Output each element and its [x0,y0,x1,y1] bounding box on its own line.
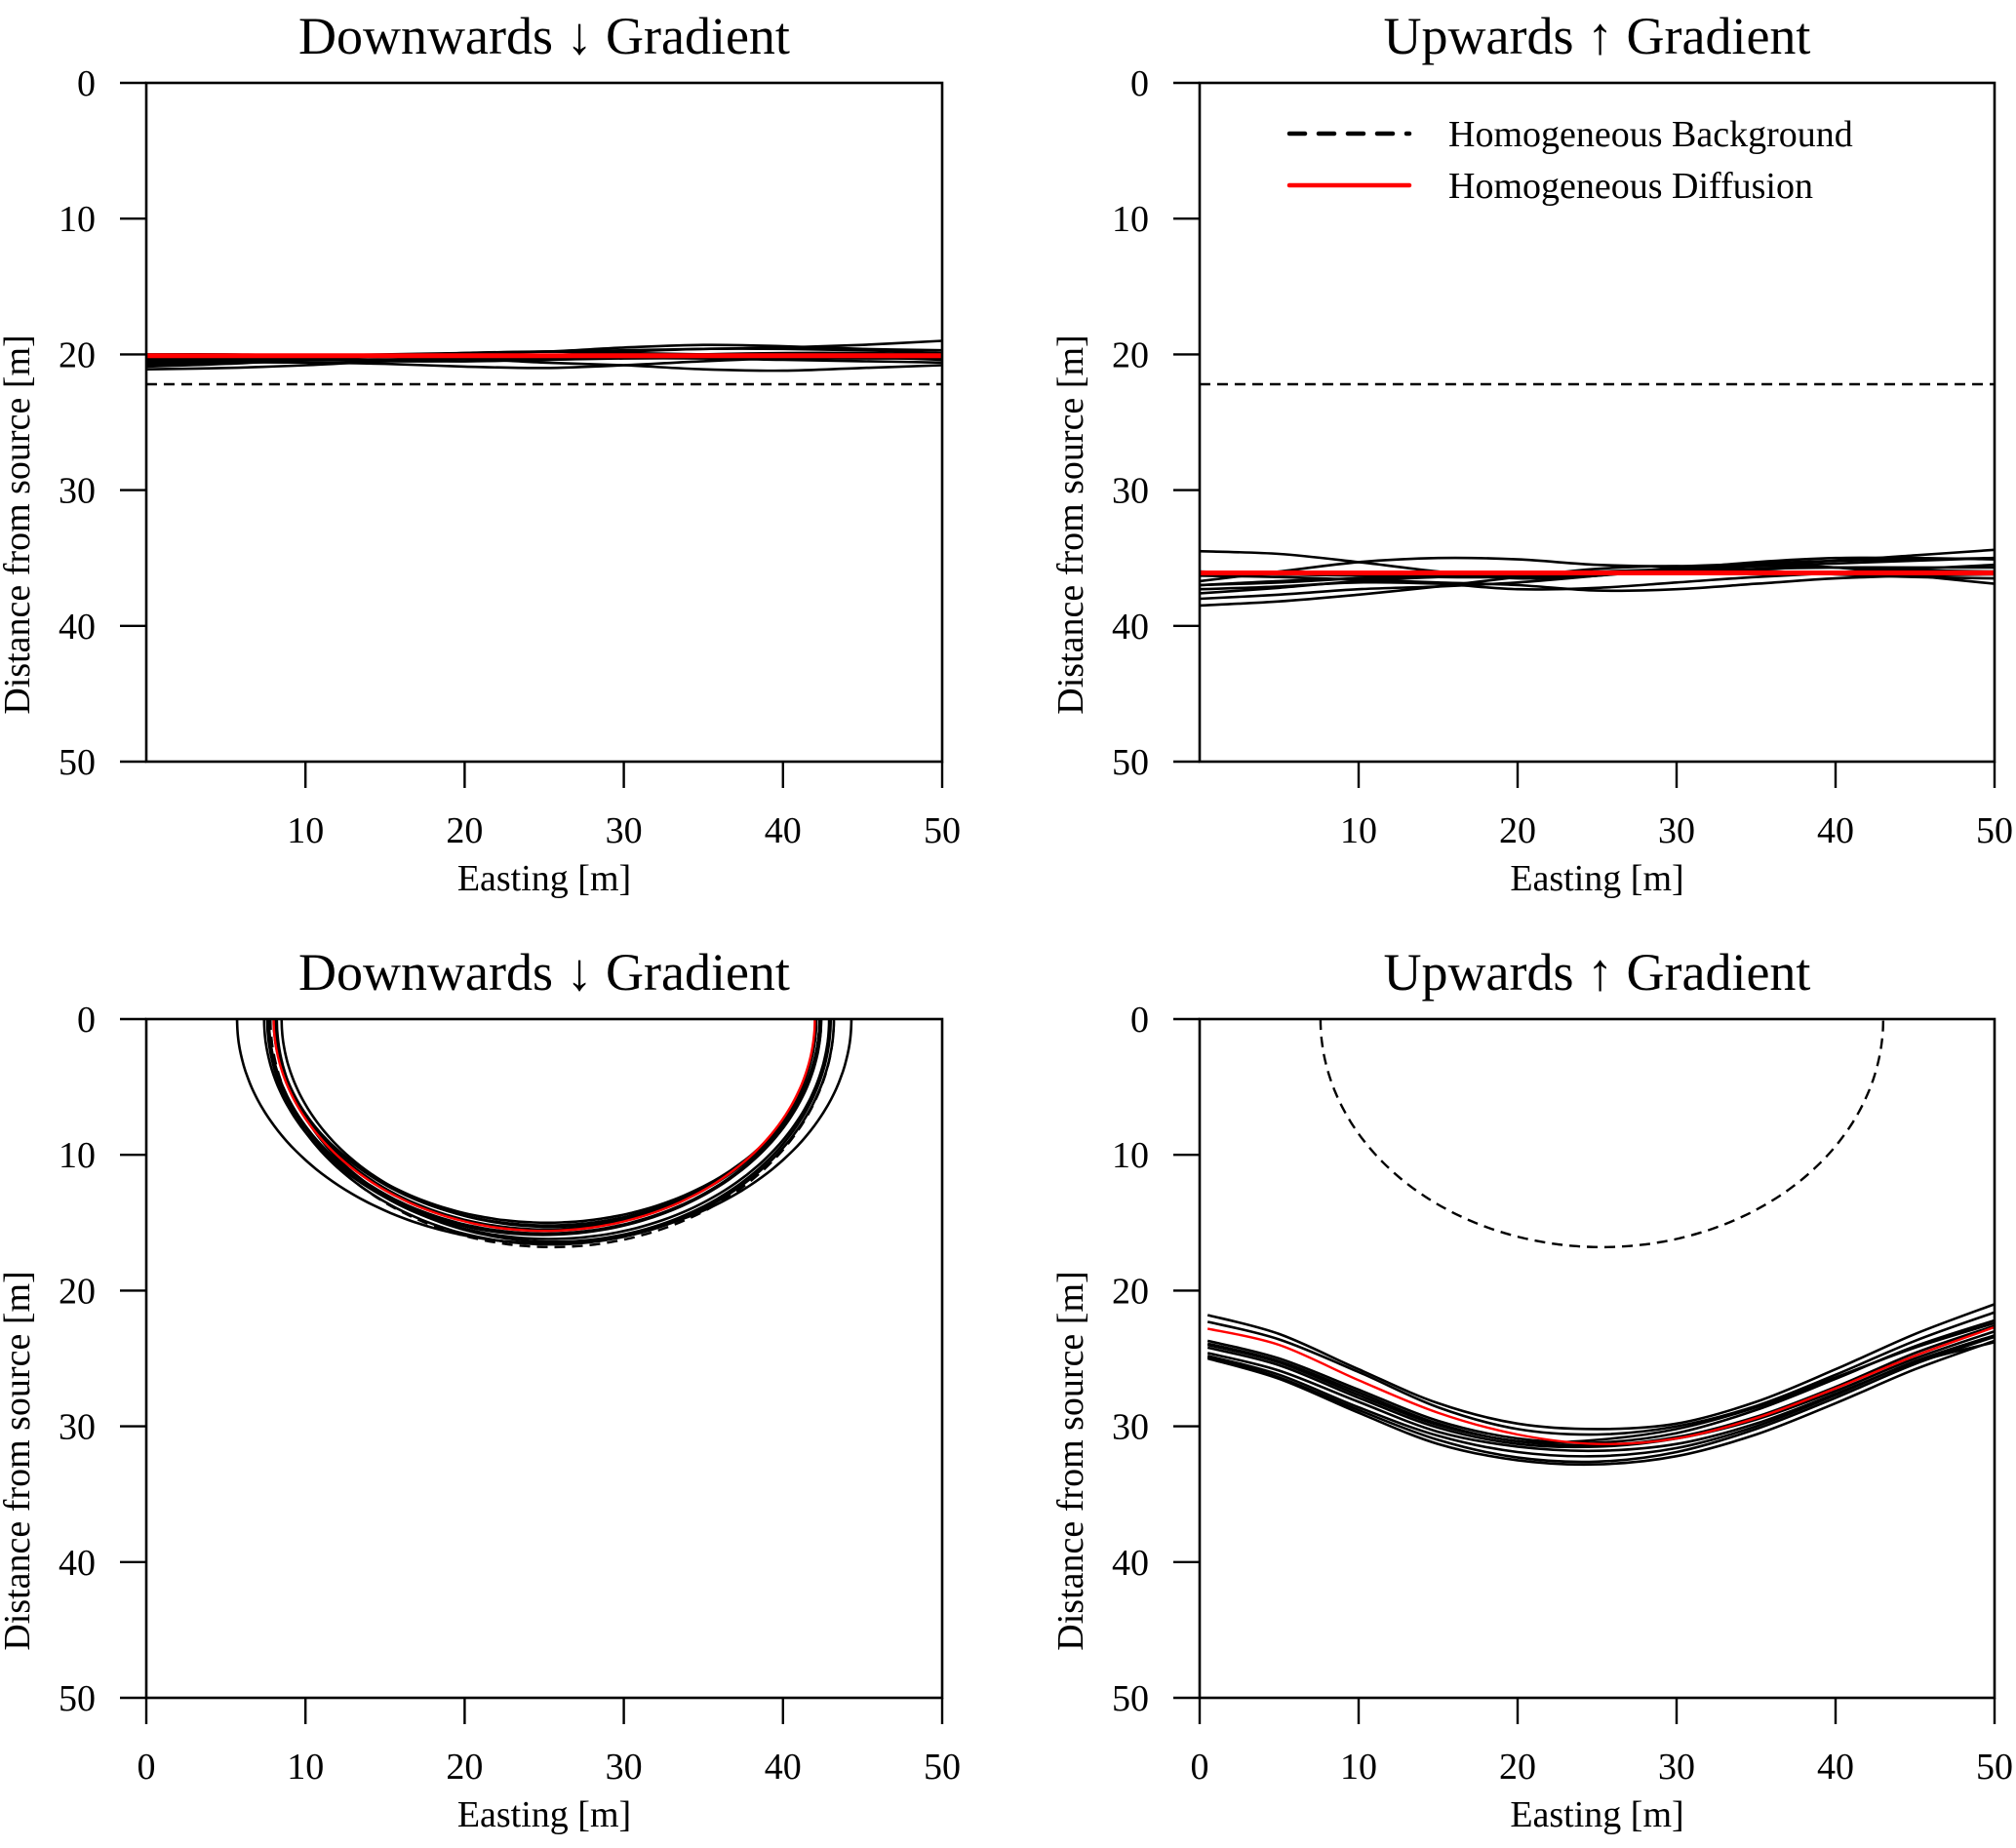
realization-line [146,355,942,365]
x-tick-label: 50 [924,810,961,851]
x-tick-label: 0 [138,1747,156,1788]
x-tick-label: 40 [1817,1747,1854,1788]
y-tick-label: 20 [1112,1271,1149,1312]
y-tick-label: 0 [1130,63,1149,104]
x-tick-label: 40 [765,1747,802,1788]
y-tick-label: 40 [1112,1543,1149,1584]
x-axis-label: Easting [m] [1510,1794,1683,1835]
x-tick-label: 50 [1976,1747,2013,1788]
x-tick-label: 40 [1817,810,1854,851]
panel-bottom-left: 0 10 20 30 40 50 0 10 20 30 40 50 Easting [m] Distanc… [0,943,961,1835]
x-tick-label: 0 [1191,1747,1209,1788]
realization-line [1206,1303,1995,1431]
x-axis-label: Easting [m] [457,1794,631,1835]
realization-line [1206,1311,1995,1436]
y-tick-label: 40 [1112,607,1149,648]
legend-label: Homogeneous Background [1448,114,1853,155]
x-tick-label: 30 [1658,810,1695,851]
realization-line [1200,563,1995,601]
homogeneous-background-line [269,1019,836,1249]
plot-frame [144,1017,944,1700]
x-tick-label: 30 [1658,1747,1695,1788]
x-tick-label: 30 [606,1747,643,1788]
y-tick-label: 40 [59,1543,96,1584]
realization-line [280,1019,821,1229]
y-tick-label: 50 [1112,1678,1149,1719]
x-tick-label: 30 [606,810,643,851]
x-tick-label: 20 [1499,1747,1536,1788]
panel-top-left: 0 10 20 30 40 50 10 20 30 40 50 Easting [m] Distance… [0,7,961,899]
y-tick-label: 0 [77,1000,96,1041]
homogeneous-diffusion-line [272,1019,816,1233]
y-tick-label: 0 [1130,1000,1149,1041]
y-tick-label: 50 [1112,742,1149,783]
realization-line [265,1019,836,1246]
y-tick-label: 20 [1112,334,1149,375]
x-axis-label: Easting [m] [457,858,631,899]
y-tick-label: 10 [1112,199,1149,240]
x-tick-label: 50 [1976,810,2013,851]
legend-label: Homogeneous Diffusion [1448,166,1813,207]
x-tick-label: 20 [1499,810,1536,851]
plot-frame [144,81,944,764]
realization-line [1206,1324,1995,1447]
realization-line [1206,1329,1995,1449]
y-tick-label: 20 [59,1271,96,1312]
x-tick-label: 20 [446,1747,483,1788]
homogeneous-background-line [1319,1019,1885,1249]
y-tick-label: 10 [59,1135,96,1176]
x-tick-label: 50 [924,1747,961,1788]
y-axis-label: Distance from source [m] [1050,334,1091,714]
realization-line [1206,1341,1995,1453]
realization-line [273,1019,818,1232]
panel-title: Downwards ↓ Gradient [298,943,790,1002]
x-tick-label: 10 [287,810,324,851]
realization-line [267,1019,821,1236]
realization-line [146,357,942,370]
y-tick-label: 50 [59,1678,96,1719]
y-tick-label: 40 [59,607,96,648]
homogeneous-diffusion-line [1206,1325,1995,1446]
y-axis-label: Distance from source [m] [0,334,38,714]
x-tick-label: 10 [1340,810,1377,851]
legend: Homogeneous Background Homogeneous Diffus… [1286,114,1853,207]
realization-line [262,1019,823,1237]
x-tick-label: 20 [446,810,483,851]
y-axis-label: Distance from source [m] [1050,1271,1091,1650]
panel-top-right: 0 10 20 30 40 50 10 20 30 40 50 Easting [m] Distance… [1050,7,2013,899]
x-tick-label: 10 [1340,1747,1377,1788]
y-tick-label: 30 [59,1407,96,1448]
x-tick-label: 40 [765,810,802,851]
y-axis-label: Distance from source [m] [0,1271,38,1650]
panel-bottom-right: 0 10 20 30 40 50 0 10 20 30 40 50 Easting [m] Distanc… [1050,943,2013,1835]
realization-line [235,1019,853,1245]
realization-line [1206,1335,1995,1464]
x-axis-label: Easting [m] [1510,858,1683,899]
y-tick-label: 10 [1112,1135,1149,1176]
y-tick-label: 0 [77,63,96,104]
plot-area [1200,382,1995,608]
y-tick-label: 50 [59,742,96,783]
y-tick-label: 20 [59,334,96,375]
realization-line [273,1019,821,1227]
realization-line [1206,1339,1995,1467]
panel-title: Upwards ↑ Gradient [1384,943,1811,1002]
panel-title: Downwards ↓ Gradient [298,7,790,65]
y-tick-label: 10 [59,199,96,240]
panel-title: Upwards ↑ Gradient [1384,7,1811,65]
y-tick-label: 30 [59,471,96,512]
plot-area [235,1019,853,1249]
realization-line [267,1019,831,1240]
plot-frame [1198,81,1996,764]
realization-line [275,1019,833,1243]
realization-line [1206,1321,1995,1444]
plot-area [146,339,942,386]
plot-area [1206,1019,1995,1467]
y-tick-label: 30 [1112,471,1149,512]
x-tick-label: 10 [287,1747,324,1788]
y-tick-label: 30 [1112,1407,1149,1448]
plot-frame [1198,1017,1996,1700]
